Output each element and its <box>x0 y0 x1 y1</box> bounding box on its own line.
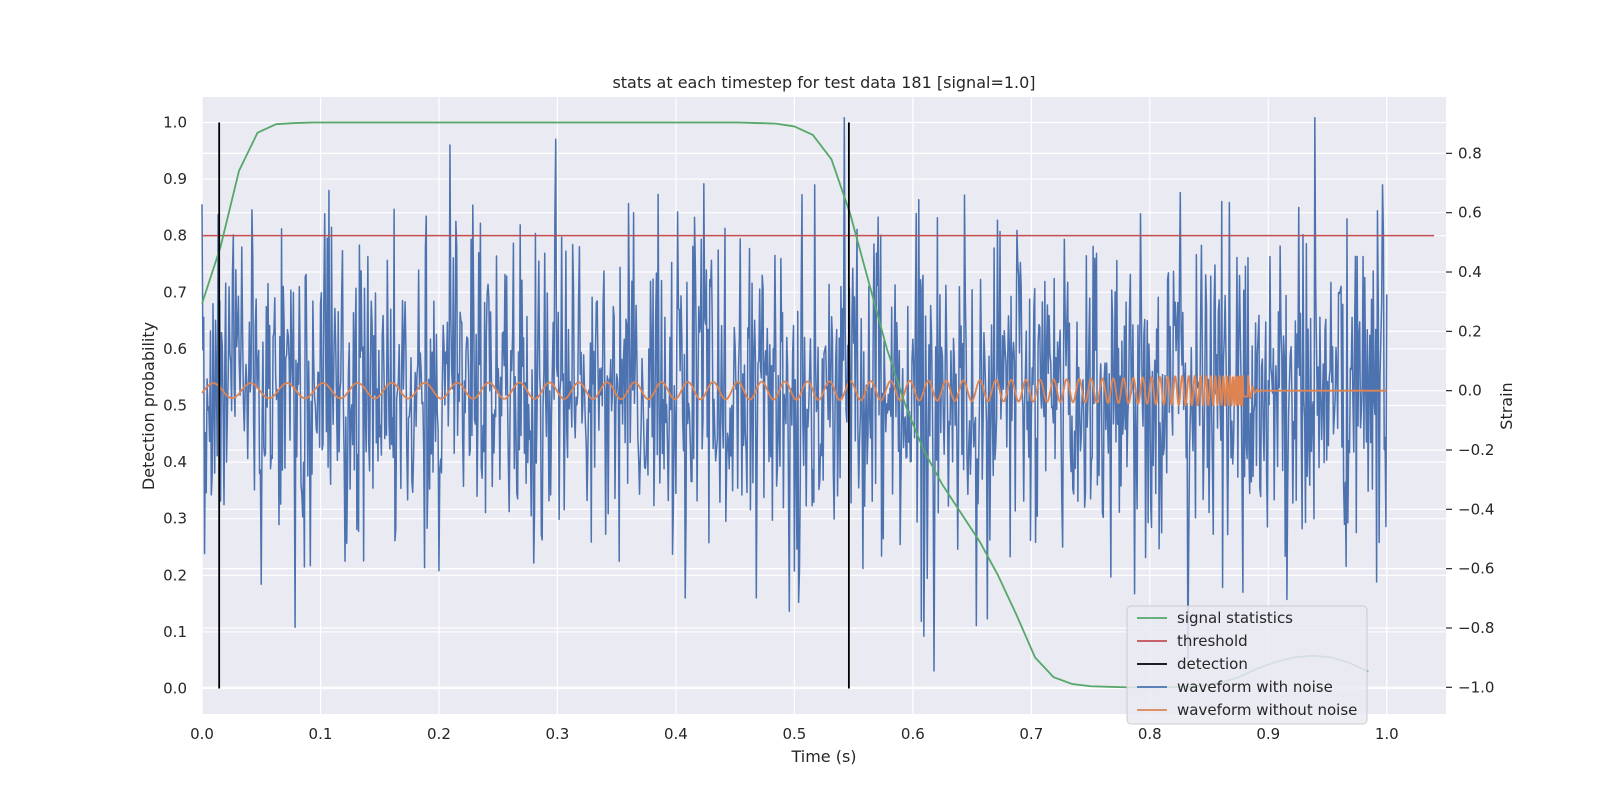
series-waveform-without-noise <box>201 374 1388 407</box>
y-tick-label: 0.3 <box>163 510 187 528</box>
x-tick-label: 0.5 <box>782 725 806 743</box>
y2-tick-label: 0.6 <box>1458 204 1482 222</box>
y2-tick-label: 0.0 <box>1458 382 1482 400</box>
legend-label-threshold: threshold <box>1177 632 1248 650</box>
y-tick-label: 0.6 <box>163 340 187 358</box>
x-tick-label: 0.3 <box>545 725 569 743</box>
y2-tick-label: 0.2 <box>1458 322 1482 340</box>
y2-tick-label: −0.8 <box>1458 619 1494 637</box>
y-tick-labels: 0.0 0.1 0.2 0.3 0.4 0.5 0.6 0.7 0.8 0.9 1.0 <box>163 113 187 697</box>
legend-label-waveform-without-noise: waveform without noise <box>1177 701 1357 719</box>
y-tick-label: 0.0 <box>163 680 187 698</box>
y2-tick-label: −1.0 <box>1458 678 1494 696</box>
legend: signal statistics threshold detection wa… <box>1126 605 1368 725</box>
y-tick-label: 0.2 <box>163 566 187 584</box>
legend-label-waveform-with-noise: waveform with noise <box>1177 678 1333 696</box>
y2-tick-label: −0.6 <box>1458 560 1494 578</box>
y-tick-label: 0.5 <box>163 397 187 415</box>
y-axis-label: Detection probability <box>139 322 158 490</box>
x-tick-label: 1.0 <box>1375 725 1399 743</box>
y-tick-label: 0.7 <box>163 283 187 301</box>
y2-tick-label: 0.8 <box>1458 144 1482 162</box>
legend-label-signal-statistics: signal statistics <box>1177 609 1293 627</box>
x-tick-label: 0.8 <box>1138 725 1162 743</box>
chart-title: stats at each timestep for test data 181… <box>612 73 1035 92</box>
x-tick-label: 0.1 <box>309 725 333 743</box>
y-tick-label: 0.9 <box>163 170 187 188</box>
y2-tick-label: −0.4 <box>1458 500 1494 518</box>
x-tick-label: 0.2 <box>427 725 451 743</box>
x-tick-label: 0.4 <box>664 725 688 743</box>
y2-axis-label: Strain <box>1497 382 1516 429</box>
x-axis-label: Time (s) <box>790 747 856 766</box>
x-tick-label: 0.9 <box>1256 725 1280 743</box>
x-tick-labels: 0.0 0.1 0.2 0.3 0.4 0.5 0.6 0.7 0.8 0.9 1.0 <box>190 725 1399 743</box>
series-waveform-with-noise <box>201 117 1388 672</box>
y2-tick-labels: −1.0 −0.8 −0.6 −0.4 −0.2 0.0 0.2 0.4 0.6 0.8 <box>1446 144 1494 696</box>
legend-label-detection: detection <box>1177 655 1248 673</box>
x-tick-label: 0.0 <box>190 725 214 743</box>
x-tick-label: 0.6 <box>901 725 925 743</box>
y-tick-label: 0.4 <box>163 453 187 471</box>
y-tick-label: 0.1 <box>163 623 187 641</box>
y2-tick-label: 0.4 <box>1458 263 1482 281</box>
plot-lines <box>201 117 1435 689</box>
x-tick-label: 0.7 <box>1019 725 1043 743</box>
y2-tick-label: −0.2 <box>1458 441 1494 459</box>
legend-box <box>1126 605 1368 725</box>
y-tick-label: 0.8 <box>163 227 187 245</box>
y-tick-label: 1.0 <box>163 113 187 131</box>
